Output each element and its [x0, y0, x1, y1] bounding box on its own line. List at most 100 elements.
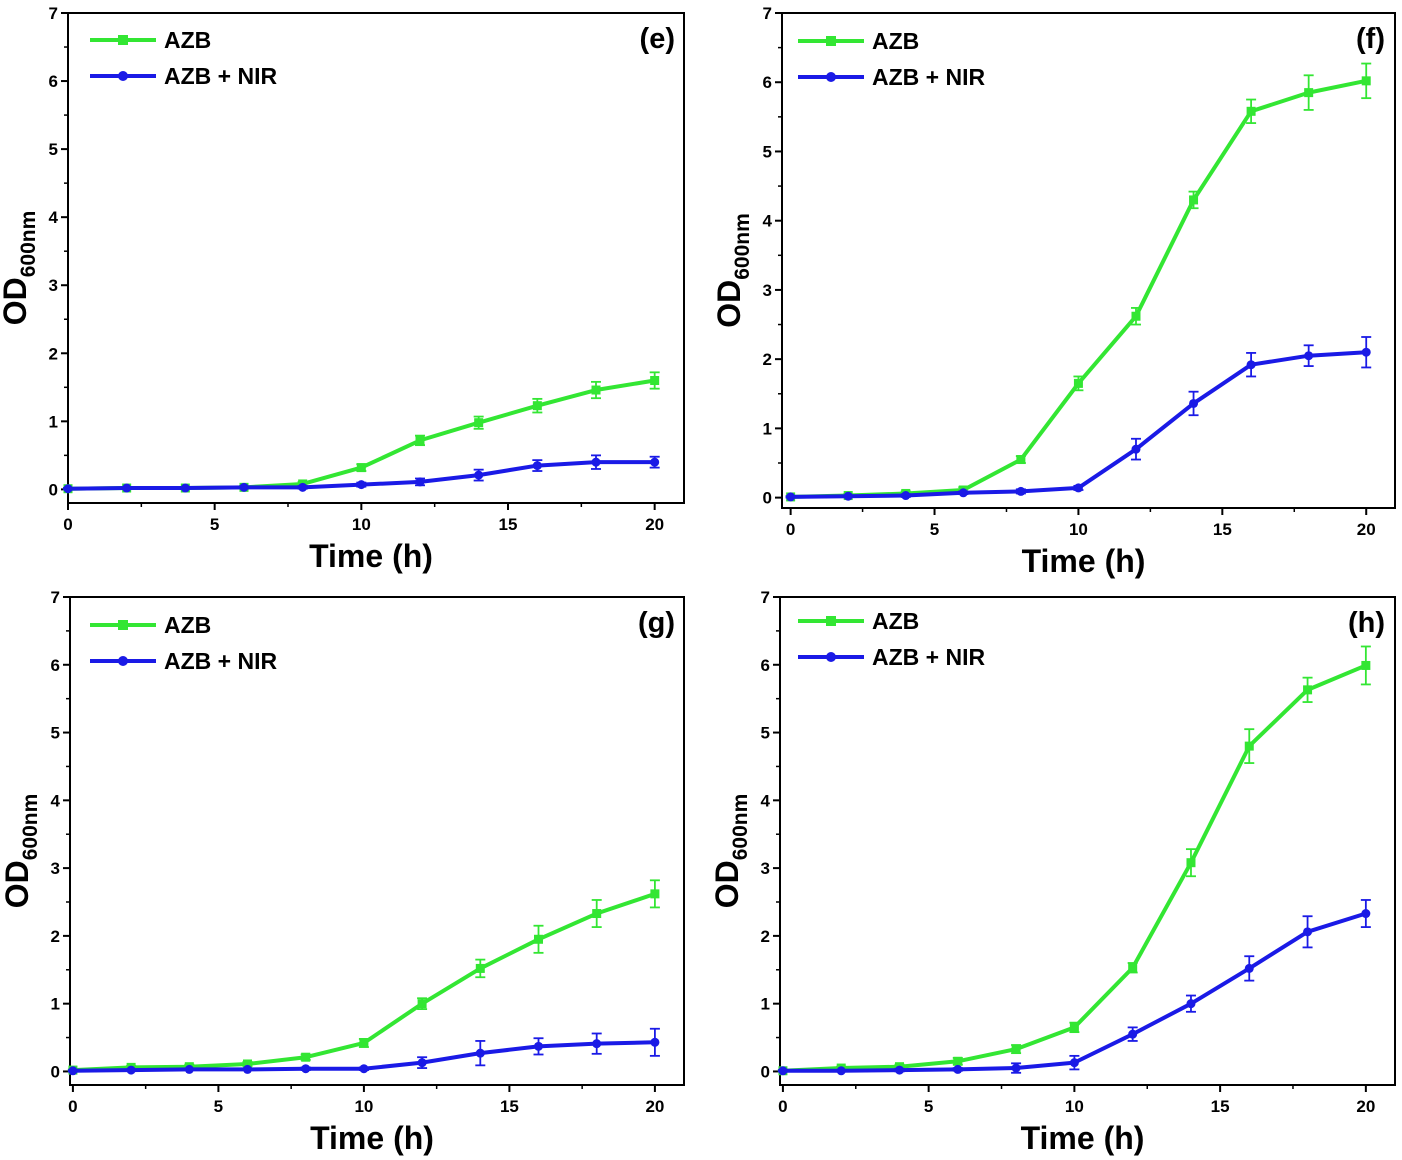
- panel-label: (h): [1348, 607, 1385, 639]
- legend: AZB AZB + NIR: [90, 27, 277, 89]
- data-point: [1244, 963, 1254, 973]
- y-tick-label: 0: [51, 1062, 60, 1081]
- plot-frame: [69, 596, 685, 1086]
- legend-marker: [118, 620, 128, 630]
- y-tick-label: 5: [763, 142, 772, 161]
- y-tick-label: 4: [49, 208, 59, 227]
- data-point: [1131, 311, 1141, 321]
- data-point: [1069, 1058, 1079, 1068]
- y-tick-label: 2: [763, 350, 772, 369]
- data-point: [895, 1065, 905, 1075]
- x-tick-label: 0: [63, 515, 72, 534]
- x-axis-title: Time (h): [1021, 1120, 1145, 1156]
- y-tick-label: 7: [51, 588, 60, 607]
- x-tick-label: 20: [645, 515, 664, 534]
- y-tick-label: 1: [49, 412, 58, 431]
- plot-frame: [779, 596, 1396, 1086]
- data-point: [356, 463, 366, 473]
- y-axis-title: OD600nm: [0, 794, 42, 909]
- x-tick-label: 10: [1065, 1097, 1084, 1116]
- data-point: [1128, 1029, 1138, 1039]
- legend-label: AZB + NIR: [164, 648, 277, 674]
- y-tick-label: 5: [49, 140, 58, 159]
- data-point: [778, 1066, 788, 1076]
- y-tick-label: 0: [49, 480, 58, 499]
- data-point: [591, 385, 601, 395]
- x-tick-label: 15: [500, 1097, 519, 1116]
- data-point: [1246, 360, 1256, 370]
- y-tick-label: 3: [763, 281, 772, 300]
- legend-label: AZB + NIR: [164, 63, 277, 89]
- x-tick-label: 0: [778, 1097, 787, 1116]
- x-tick-label: 15: [1213, 520, 1232, 539]
- data-point: [298, 482, 308, 492]
- series-0: [63, 371, 660, 494]
- x-tick-label: 15: [499, 515, 518, 534]
- y-tick-label: 6: [763, 73, 772, 92]
- series-0: [777, 645, 1371, 1076]
- data-point: [592, 909, 602, 919]
- legend-label: AZB + NIR: [872, 64, 985, 90]
- x-tick-label: 5: [214, 1097, 223, 1116]
- y-tick-label: 0: [763, 489, 772, 508]
- data-point: [122, 483, 132, 493]
- data-point: [243, 1059, 253, 1069]
- x-tick-label: 10: [352, 515, 371, 534]
- data-point: [953, 1056, 963, 1066]
- data-point: [650, 889, 660, 899]
- data-point: [359, 1064, 369, 1074]
- y-tick-label: 6: [761, 656, 770, 675]
- data-point: [1131, 444, 1141, 454]
- data-point: [650, 457, 660, 467]
- data-point: [475, 1048, 485, 1058]
- legend-marker: [826, 72, 836, 82]
- data-point: [1011, 1063, 1021, 1073]
- legend: AZB AZB + NIR: [798, 28, 985, 90]
- data-point: [1128, 963, 1138, 973]
- legend-label: AZB: [164, 612, 211, 638]
- series-line: [790, 78, 1367, 499]
- y-tick-label: 7: [763, 4, 772, 23]
- x-tick-label: 20: [645, 1097, 664, 1116]
- panel-label: (g): [638, 607, 675, 639]
- data-point: [68, 1066, 78, 1076]
- data-point: [650, 1037, 660, 1047]
- panel-label: (f): [1356, 23, 1385, 55]
- data-point: [1186, 999, 1196, 1009]
- x-tick-label: 5: [210, 515, 219, 534]
- data-point: [1361, 76, 1371, 86]
- y-tick-label: 4: [761, 791, 771, 810]
- x-tick-label: 10: [1069, 520, 1088, 539]
- data-point: [1361, 347, 1371, 357]
- data-point: [1073, 378, 1083, 388]
- data-point: [1304, 351, 1314, 361]
- series-1: [67, 1027, 660, 1076]
- series-line: [782, 911, 1367, 1073]
- legend-marker: [826, 36, 836, 46]
- y-axis-title: OD600nm: [709, 794, 752, 909]
- data-point: [650, 376, 660, 385]
- data-point: [63, 484, 73, 494]
- series-line: [790, 350, 1367, 499]
- y-axis-title: OD600nm: [0, 211, 40, 326]
- data-point: [532, 401, 542, 411]
- data-point: [301, 1052, 311, 1062]
- data-point: [243, 1064, 253, 1074]
- data-point: [1189, 398, 1199, 408]
- data-point: [184, 1064, 194, 1074]
- x-tick-label: 10: [354, 1097, 373, 1116]
- legend-label: AZB + NIR: [872, 644, 985, 670]
- x-tick-label: 0: [786, 520, 795, 539]
- y-tick-label: 6: [51, 656, 60, 675]
- data-point: [417, 1058, 427, 1068]
- data-point: [475, 963, 485, 973]
- data-point: [592, 1039, 602, 1049]
- data-point: [1246, 106, 1256, 116]
- data-point: [415, 435, 425, 445]
- y-tick-label: 7: [49, 4, 58, 23]
- y-tick-label: 2: [761, 927, 770, 946]
